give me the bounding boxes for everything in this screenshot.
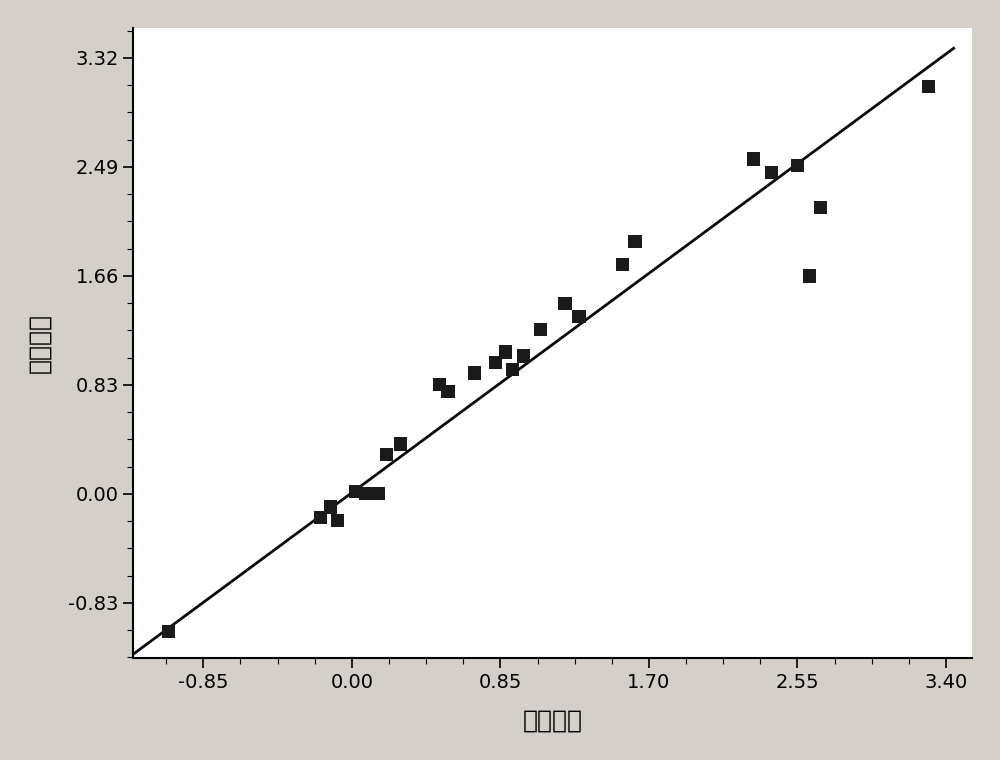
Point xyxy=(498,346,514,358)
Point xyxy=(505,363,521,375)
Point xyxy=(370,488,386,500)
Point xyxy=(789,160,805,172)
Point xyxy=(557,297,573,309)
Point xyxy=(921,81,937,93)
Point xyxy=(431,378,447,391)
Point xyxy=(627,236,643,248)
Point xyxy=(746,153,762,165)
X-axis label: 实验活性: 实验活性 xyxy=(523,708,583,732)
Point xyxy=(515,350,531,362)
Point xyxy=(312,511,328,524)
Y-axis label: 计算活性: 计算活性 xyxy=(28,313,52,373)
Point xyxy=(571,311,587,323)
Point xyxy=(358,488,374,500)
Point xyxy=(440,385,456,397)
Point xyxy=(487,356,503,369)
Point xyxy=(615,258,631,271)
Point xyxy=(323,501,339,513)
Point xyxy=(763,166,779,179)
Point xyxy=(466,367,482,379)
Point xyxy=(812,201,828,214)
Point xyxy=(330,514,346,526)
Point xyxy=(802,270,818,282)
Point xyxy=(379,448,395,461)
Point xyxy=(160,625,176,638)
Point xyxy=(393,438,409,450)
Point xyxy=(533,324,549,336)
Point xyxy=(347,485,363,497)
